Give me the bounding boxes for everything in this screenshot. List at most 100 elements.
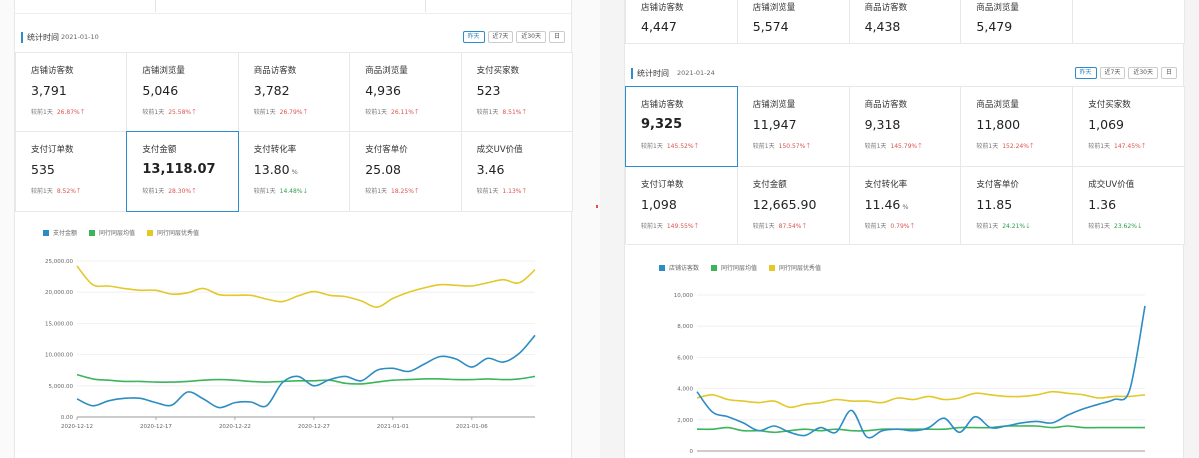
range-button-7d[interactable]: 近7天 (1099, 67, 1126, 79)
legend-swatch (769, 264, 776, 271)
metric-card[interactable]: 店铺访客数 9,325 较前1天 145.52%🡑 (625, 86, 738, 167)
metric-card[interactable]: 支付买家数 1,069 较前1天 147.45%🡑 (1073, 87, 1185, 167)
metric-card[interactable]: 支付转化率 11.46% 较前1天 0.79%🡑 (849, 167, 962, 245)
metric-value: 1,098 (641, 197, 677, 212)
metric-card[interactable]: 支付金额 13,118.07 较前1天 28.30%🡑 (126, 131, 239, 212)
metric-title: 商品访客数 (864, 3, 908, 13)
metric-card[interactable]: 商品访客数 3,782 较前1天 26.79%🡑 (238, 53, 351, 132)
metric-value: 5,479 (976, 19, 1013, 34)
compare-label: 较前1天 (253, 109, 276, 116)
metric-card[interactable]: 商品访客数 4,438 (849, 0, 962, 44)
right-date-bar: 统计时间 2021-01-24 昨天 近7天 近30天 日 (625, 64, 1183, 84)
metric-compare: 较前1天 14.48%🡓 (254, 186, 307, 198)
metric-compare: 较前1天 145.52%🡑 (641, 141, 698, 153)
arrow-up-icon: 🡑 (918, 142, 922, 150)
metric-card[interactable]: 支付客单价 11.85 较前1天 24.21%🡓 (961, 167, 1074, 245)
y-tick-label: 2,000 (677, 418, 693, 424)
metric-compare: 较前1天 8.51%🡑 (477, 107, 527, 119)
metric-card[interactable]: 店铺浏览量 5,574 (737, 0, 850, 44)
y-tick-label: 5,000.00 (49, 384, 74, 390)
compare-label: 较前1天 (864, 143, 887, 150)
range-button-day[interactable]: 日 (548, 31, 565, 43)
metric-title: 店铺访客数 (31, 66, 74, 76)
metric-compare: 较前1天 24.21%🡓 (976, 221, 1029, 233)
y-tick-label: 0 (690, 449, 694, 455)
compare-label: 较前1天 (641, 223, 663, 230)
metric-card[interactable]: 成交UV价值 3.46 较前1天 1.13%🡑 (461, 132, 573, 212)
metric-card[interactable]: 成交UV价值 1.36 较前1天 23.62%🡓 (1073, 167, 1185, 245)
metric-card[interactable]: 支付订单数 1,098 较前1天 149.55%🡑 (626, 167, 738, 245)
arrow-up-icon: 🡑 (910, 222, 915, 230)
y-tick-label: 4,000 (677, 387, 693, 393)
range-button-day[interactable]: 日 (1160, 67, 1177, 79)
legend-item[interactable]: 同行同层均值 (89, 228, 135, 237)
right-dashboard-card: 店铺访客数 4,447 店铺浏览量 5,574 商品访客数 4,438 商品浏览量 5,479… (624, 0, 1185, 458)
legend-label: 支付金额 (53, 230, 78, 237)
left-chart-legend: 支付金额 同行同层均值 同行同层优秀值 (43, 228, 199, 237)
compare-label: 较前1天 (976, 143, 999, 150)
metric-title: 支付订单数 (31, 145, 74, 155)
legend-swatch (659, 264, 665, 271)
metric-compare: 较前1天 150.57%🡑 (753, 141, 810, 153)
stat-date: 2021-01-10 (61, 33, 99, 41)
metric-card[interactable]: 店铺访客数 4,447 (626, 0, 738, 44)
left-metric-grid: 店铺访客数 3,791 较前1天 26.87%🡑 店铺浏览量 5,046 较前1天 25.58… (15, 52, 573, 212)
range-button-30d[interactable]: 近30天 (1128, 67, 1158, 79)
metric-value: 4,936 (365, 83, 401, 98)
legend-item[interactable]: 同行同层优秀值 (769, 263, 821, 272)
metric-card[interactable]: 支付客单价 25.08 较前1天 18.25%🡑 (350, 132, 462, 212)
metric-card[interactable]: 店铺访客数 3,791 较前1天 26.87%🡑 (16, 53, 128, 132)
metric-card[interactable]: 店铺浏览量 11,947 较前1天 150.57%🡑 (737, 87, 850, 167)
right-chart-svg: 0 2,000 4,000 6,000 8,000 10,000 (674, 293, 1146, 455)
metric-title: 支付转化率 (864, 180, 908, 190)
metric-card[interactable]: 支付订单数 535 较前1天 8.52%🡑 (16, 132, 128, 212)
arrow-up-icon: 🡑 (522, 187, 527, 195)
metric-title: 店铺访客数 (641, 3, 684, 13)
range-button-yesterday[interactable]: 昨天 (462, 31, 485, 43)
compare-percent: 145.52% (666, 143, 694, 150)
legend-label: 同行同层均值 (99, 230, 136, 237)
metric-value: 11.85 (976, 197, 1013, 212)
metric-value: 9,318 (864, 117, 901, 132)
metric-compare: 较前1天 152.24%🡑 (976, 141, 1033, 153)
metric-value: 13,118.07 (142, 162, 216, 177)
metric-value: 12,665.90 (752, 197, 817, 212)
stat-date: 2021-01-24 (677, 69, 715, 77)
right-top-metric-strip: 店铺访客数 4,447 店铺浏览量 5,574 商品访客数 4,438 商品浏览量 5,479 (625, 0, 1185, 44)
metric-value: 535 (31, 162, 55, 177)
metric-value: 1,069 (1088, 117, 1124, 132)
compare-percent: 1.13% (502, 188, 522, 195)
metric-card[interactable]: 商品访客数 9,318 较前1天 145.79%🡑 (849, 87, 962, 167)
metric-card-empty (1073, 0, 1185, 44)
compare-percent: 0.79% (890, 223, 910, 230)
compare-percent: 18.25% (391, 188, 414, 195)
compare-percent: 26.11% (391, 109, 414, 116)
compare-percent: 145.79% (890, 143, 918, 150)
metric-title: 商品浏览量 (976, 3, 1019, 13)
metric-card[interactable]: 商品浏览量 5,479 (961, 0, 1074, 44)
metric-card[interactable]: 支付金额 12,665.90 较前1天 87.54%🡑 (737, 167, 850, 245)
metric-value: 5,574 (752, 19, 789, 34)
metric-card[interactable]: 商品浏览量 11,800 较前1天 152.24%🡑 (961, 87, 1074, 167)
compare-label: 较前1天 (864, 223, 887, 230)
compare-percent: 147.45% (1114, 143, 1141, 150)
range-button-yesterday[interactable]: 昨天 (1074, 67, 1097, 79)
metric-value: 25.08 (365, 162, 401, 177)
y-tick-label: 25,000.00 (45, 259, 73, 265)
legend-item[interactable]: 支付金额 (43, 228, 77, 237)
legend-item[interactable]: 店铺访客数 (659, 263, 699, 272)
legend-item[interactable]: 同行同层均值 (711, 263, 757, 272)
metric-card[interactable]: 店铺浏览量 5,046 较前1天 25.58%🡑 (127, 53, 239, 132)
metric-card[interactable]: 支付买家数 523 较前1天 8.51%🡑 (461, 53, 573, 132)
legend-label: 同行同层均值 (721, 265, 758, 272)
legend-item[interactable]: 同行同层优秀值 (147, 228, 199, 237)
compare-percent: 8.52% (56, 188, 76, 195)
compare-percent: 87.54% (778, 223, 802, 230)
metric-value: 1.36 (1088, 197, 1117, 212)
range-button-30d[interactable]: 近30天 (516, 31, 546, 43)
range-button-7d[interactable]: 近7天 (487, 31, 514, 43)
metric-title: 支付金额 (142, 145, 177, 155)
metric-card[interactable]: 支付转化率 13.80% 较前1天 14.48%🡓 (238, 132, 351, 212)
metric-card[interactable]: 商品浏览量 4,936 较前1天 26.11%🡑 (350, 53, 462, 132)
left-dashboard-card: 统计时间 2021-01-10 昨天 近7天 近30天 日 店铺访客数 3,791… (14, 0, 573, 458)
